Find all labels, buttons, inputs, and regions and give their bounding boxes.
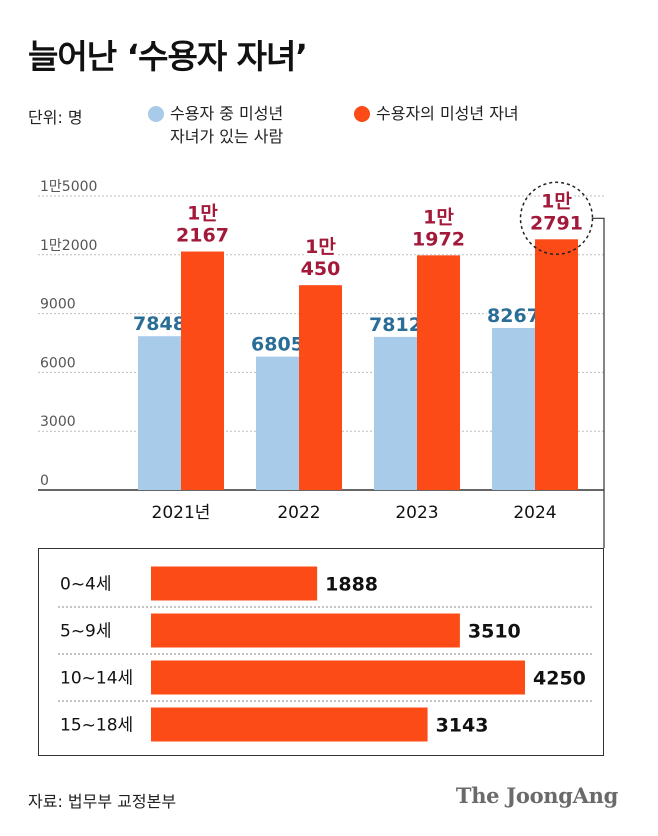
legend-label-line: 자녀가 있는 사람: [170, 127, 284, 146]
x-category-label: 2024: [513, 503, 556, 523]
age-bar: [151, 566, 318, 601]
bar-children: [181, 251, 224, 490]
x-category-label: 2021년: [152, 503, 211, 523]
age-bar: [151, 613, 460, 648]
age-category-label: 0~4세: [60, 575, 112, 595]
legend-swatch-blue: [148, 106, 164, 122]
x-category-label: 2023: [395, 503, 438, 523]
data-label-children: 1972: [412, 228, 465, 250]
bar-parents: [374, 336, 417, 490]
bar-children: [299, 285, 342, 490]
data-label-parents: 7812: [369, 314, 422, 336]
data-label-children: 1만: [187, 203, 218, 225]
bar-children: [417, 255, 460, 490]
legend-swatch-red: [354, 106, 370, 122]
data-label-children: 2167: [176, 225, 229, 247]
y-tick-label: 1만2000: [40, 238, 97, 254]
bar-parents: [492, 327, 535, 490]
highlight-connector: [592, 217, 605, 548]
y-tick-label: 3000: [40, 414, 76, 430]
age-bar: [151, 660, 525, 695]
data-label-children: 1만: [423, 206, 454, 228]
x-category-label: 2022: [277, 503, 320, 523]
data-label-children: 450: [301, 258, 341, 280]
age-value-label: 3143: [436, 715, 489, 737]
source-note: 자료: 법무부 교정본부: [28, 792, 177, 811]
y-tick-label: 9000: [40, 297, 76, 313]
bar-parents: [256, 356, 299, 490]
data-label-parents: 7848: [133, 313, 186, 335]
legend-label-line: 수용자의 미성년 자녀: [376, 104, 519, 123]
chart-title: 늘어난 ‘수용자 자녀’: [28, 37, 308, 76]
y-tick-label: 1만5000: [40, 179, 97, 195]
age-value-label: 3510: [468, 621, 521, 643]
age-bar: [151, 707, 428, 742]
data-label-children: 1만: [305, 236, 336, 258]
age-category-label: 5~9세: [60, 622, 112, 642]
legend-label-line: 수용자 중 미성년: [170, 104, 284, 123]
brand-logo: The JoongAng: [455, 783, 618, 808]
y-tick-label: 6000: [40, 355, 76, 371]
age-category-label: 10~14세: [60, 669, 133, 689]
data-label-children: 2791: [530, 212, 583, 234]
bar-children: [535, 239, 578, 490]
bar-parents: [138, 336, 181, 490]
data-label-children: 1만: [541, 190, 572, 212]
age-category-label: 15~18세: [60, 716, 133, 736]
data-label-parents: 6805: [251, 334, 304, 356]
data-label-parents: 8267: [487, 305, 540, 327]
y-tick-label: 0: [40, 473, 49, 489]
unit-label: 단위: 명: [28, 108, 83, 127]
age-value-label: 1888: [325, 574, 378, 596]
age-value-label: 4250: [533, 668, 586, 690]
